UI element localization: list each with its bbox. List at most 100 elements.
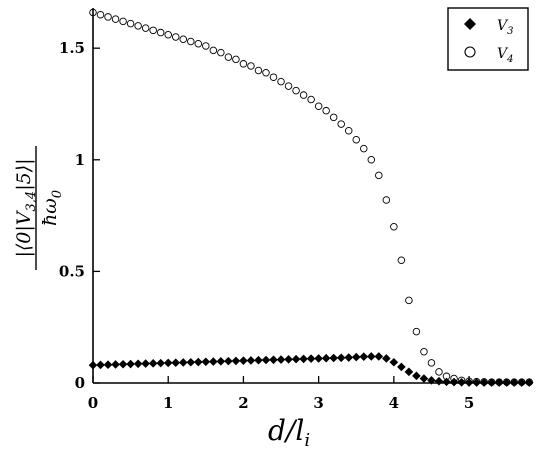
- v3-point: [419, 374, 429, 383]
- v4-point: [96, 10, 105, 19]
- v4-point: [307, 95, 315, 104]
- v4-point: [194, 39, 203, 48]
- v3-point: [397, 362, 406, 372]
- v4-point: [164, 31, 172, 39]
- v3-point: [412, 371, 421, 381]
- v4-point: [149, 26, 157, 35]
- y-tick-label: 0: [75, 374, 85, 392]
- v3-point: [96, 360, 105, 370]
- v4-point: [202, 42, 210, 50]
- x-tick-label: 3: [313, 394, 323, 412]
- v3-point: [239, 356, 248, 365]
- v3-point: [366, 352, 376, 361]
- v4-point: [352, 135, 360, 144]
- v3-point: [118, 359, 128, 369]
- v4-point: [224, 53, 233, 61]
- v4-point: [262, 68, 270, 77]
- v4-point: [344, 127, 353, 135]
- v4-point: [187, 37, 195, 46]
- v4-point: [487, 378, 496, 386]
- v3-point: [464, 378, 474, 387]
- legend-marker-v4: [464, 46, 476, 58]
- v4-point: [119, 17, 127, 26]
- v4-point: [525, 378, 533, 386]
- v3-point: [126, 359, 135, 369]
- v4-point: [179, 35, 188, 44]
- v4-point: [420, 348, 428, 356]
- v3-point: [261, 355, 271, 365]
- v3-point: [487, 378, 496, 387]
- v3-point: [427, 376, 436, 385]
- points-layer: [88, 8, 534, 387]
- v4-point: [450, 374, 458, 383]
- v4-point: [314, 102, 323, 110]
- v3-point: [502, 378, 511, 387]
- v3-point: [306, 354, 316, 363]
- v4-point: [457, 376, 466, 385]
- x-tick-label: 4: [389, 394, 399, 412]
- v3-point: [216, 357, 226, 366]
- v3-point: [321, 353, 331, 363]
- v3-point: [246, 356, 256, 365]
- legend-label-v4: V4: [497, 46, 514, 65]
- v4-point: [412, 327, 421, 336]
- v3-point: [472, 378, 481, 387]
- v3-point: [178, 358, 188, 367]
- v4-point: [284, 82, 293, 90]
- legend-marker-v3: [464, 18, 476, 30]
- v4-point: [510, 378, 518, 386]
- v3-point: [201, 357, 211, 367]
- v4-point: [397, 256, 406, 264]
- v3-point: [156, 358, 165, 368]
- v3-point: [434, 376, 444, 386]
- v3-point: [336, 353, 346, 363]
- v3-point: [389, 357, 399, 367]
- v3-point: [457, 378, 466, 387]
- v3-point: [359, 352, 369, 361]
- v4-point: [495, 378, 503, 386]
- v4-point: [472, 377, 481, 386]
- v3-point: [269, 355, 278, 365]
- v3-point: [382, 354, 391, 363]
- v4-point: [390, 222, 398, 231]
- x-tick-label: 1: [163, 394, 173, 412]
- v4-point: [247, 62, 255, 70]
- legend-label-v3-sub: 3: [507, 26, 513, 37]
- v4-point: [502, 378, 511, 386]
- v4-point: [277, 77, 285, 86]
- x-axis-title-sub: i: [304, 430, 310, 451]
- v3-point: [88, 360, 98, 370]
- v4-point: [367, 156, 376, 164]
- y-num-sub: 3,4: [24, 191, 39, 212]
- v3-point: [186, 357, 196, 367]
- v3-point: [254, 355, 263, 365]
- x-axis-title-main: d/l: [268, 414, 304, 447]
- v4-point: [104, 13, 112, 21]
- v3-point: [133, 359, 143, 369]
- v4-point: [269, 73, 278, 81]
- legend-label-v4-sub: 4: [506, 54, 513, 65]
- v3-point: [141, 359, 150, 368]
- v3-point: [351, 352, 361, 362]
- v3-point: [494, 378, 504, 387]
- v3-point: [374, 352, 384, 361]
- ticks-layer: 0 1 2 3 4 5 0 0.5 1 1.5: [59, 39, 474, 412]
- v4-point: [239, 60, 248, 68]
- y-den-sub: 0: [50, 190, 65, 198]
- v3-point: [163, 358, 173, 368]
- v4-point: [232, 55, 240, 64]
- v3-point: [209, 357, 218, 366]
- v4-point: [217, 48, 225, 57]
- x-axis-title: d/li: [268, 414, 310, 451]
- v3-point: [193, 357, 203, 367]
- v4-point: [329, 113, 338, 122]
- y-tick-label: 1: [75, 151, 85, 169]
- v4-point: [517, 378, 526, 386]
- v3-point: [148, 359, 158, 368]
- v4-point: [254, 66, 263, 75]
- legend: V3 V4: [447, 7, 529, 71]
- v3-point: [314, 354, 323, 363]
- v4-point: [299, 91, 308, 99]
